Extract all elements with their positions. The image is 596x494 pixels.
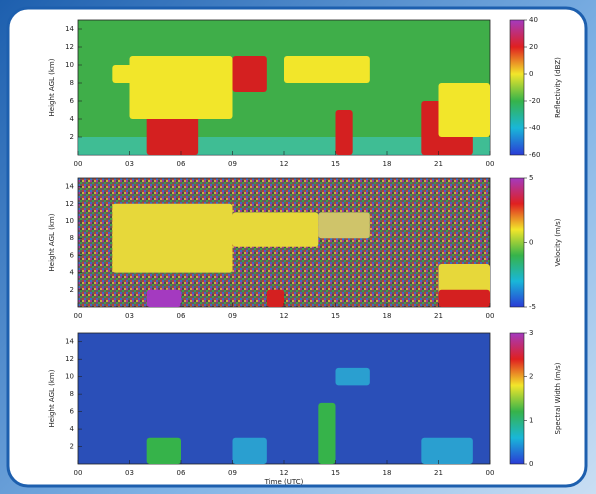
y-tick-label: 2 — [70, 133, 74, 141]
y-tick-label: 12 — [65, 43, 74, 51]
colorbar — [509, 177, 525, 308]
echo — [335, 110, 353, 155]
x-tick-label: 00 — [74, 160, 83, 168]
colorbar-tick-label: 40 — [529, 16, 538, 24]
echo — [335, 367, 370, 386]
x-tick-label: 00 — [486, 469, 495, 477]
y-tick-label: 10 — [65, 61, 74, 69]
colorbar-tick-label: -20 — [529, 97, 540, 105]
x-tick-label: 06 — [177, 312, 186, 320]
x-tick-label: 09 — [228, 160, 237, 168]
y-tick-label: 4 — [70, 425, 75, 433]
y-tick-label: 14 — [65, 25, 74, 33]
y-tick-label: 12 — [65, 200, 74, 208]
colorbar-tick-label: -60 — [529, 151, 540, 159]
colorbar-tick-label: 5 — [529, 174, 533, 182]
y-tick-label: 6 — [70, 251, 75, 259]
colorbar-tick-label: 0 — [529, 70, 533, 78]
echo — [421, 437, 473, 464]
y-axis-label: Height AGL (km) — [48, 369, 56, 427]
x-axis-label: Time (UTC) — [264, 478, 304, 486]
echo — [112, 203, 233, 273]
x-tick-label: 12 — [280, 469, 289, 477]
y-axis-label: Height AGL (km) — [48, 213, 56, 271]
colorbar-tick-label: 1 — [529, 416, 533, 424]
y-axis-label: Height AGL (km) — [48, 58, 56, 116]
x-tick-label: 00 — [486, 312, 495, 320]
echo — [284, 56, 370, 83]
colorbar-label: Velocity (m/s) — [554, 218, 562, 266]
echo — [232, 437, 267, 464]
colorbar — [509, 19, 525, 156]
colorbar-label: Reflectivity (dBZ) — [554, 57, 562, 118]
echo — [146, 437, 181, 464]
y-tick-label: 8 — [70, 79, 74, 87]
colorbar-tick-label: 0 — [529, 460, 533, 468]
y-tick-label: 6 — [70, 408, 75, 416]
x-tick-label: 06 — [177, 160, 186, 168]
y-tick-label: 8 — [70, 390, 74, 398]
echo — [438, 83, 490, 137]
colorbar-tick-label: 20 — [529, 43, 538, 51]
x-tick-label: 18 — [383, 160, 392, 168]
x-tick-label: 06 — [177, 469, 186, 477]
colorbar — [509, 332, 525, 465]
x-tick-label: 12 — [280, 160, 289, 168]
echo — [112, 65, 164, 83]
y-tick-label: 14 — [65, 183, 74, 191]
y-tick-label: 8 — [70, 234, 74, 242]
x-tick-label: 15 — [331, 469, 340, 477]
x-tick-label: 21 — [434, 469, 443, 477]
echo — [232, 56, 267, 92]
x-tick-label: 21 — [434, 312, 443, 320]
x-tick-label: 03 — [125, 312, 134, 320]
x-tick-label: 18 — [383, 469, 392, 477]
y-tick-label: 4 — [70, 115, 75, 123]
y-tick-label: 12 — [65, 355, 74, 363]
colorbar-tick-label: 2 — [529, 373, 533, 381]
echo — [146, 289, 181, 307]
colorbar-tick-label: -40 — [529, 124, 540, 132]
y-tick-label: 14 — [65, 338, 74, 346]
x-tick-label: 00 — [74, 469, 83, 477]
y-tick-label: 10 — [65, 373, 74, 381]
y-tick-label: 2 — [70, 443, 74, 451]
colorbar-tick-label: -5 — [529, 303, 536, 311]
echo — [232, 212, 319, 247]
x-tick-label: 12 — [280, 312, 289, 320]
x-tick-label: 03 — [125, 160, 134, 168]
x-tick-label: 00 — [74, 312, 83, 320]
x-tick-label: 03 — [125, 469, 134, 477]
y-tick-label: 10 — [65, 217, 74, 225]
colorbar-tick-label: 3 — [529, 329, 533, 337]
x-tick-label: 15 — [331, 160, 340, 168]
colorbar-tick-label: 0 — [529, 239, 533, 247]
y-tick-label: 2 — [70, 286, 74, 294]
echo — [318, 402, 336, 464]
x-tick-label: 18 — [383, 312, 392, 320]
x-tick-label: 00 — [486, 160, 495, 168]
x-tick-label: 21 — [434, 160, 443, 168]
echo — [438, 289, 490, 307]
x-tick-label: 15 — [331, 312, 340, 320]
echo — [318, 212, 370, 239]
colorbar-label: Spectral Width (m/s) — [554, 362, 562, 434]
echo — [266, 289, 284, 307]
x-tick-label: 09 — [228, 312, 237, 320]
x-tick-label: 09 — [228, 469, 237, 477]
y-tick-label: 4 — [70, 269, 75, 277]
y-tick-label: 6 — [70, 97, 75, 105]
